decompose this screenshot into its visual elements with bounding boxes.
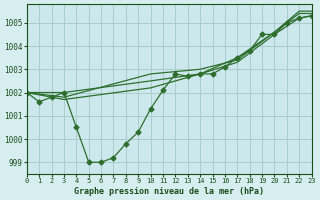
X-axis label: Graphe pression niveau de la mer (hPa): Graphe pression niveau de la mer (hPa) (74, 187, 264, 196)
